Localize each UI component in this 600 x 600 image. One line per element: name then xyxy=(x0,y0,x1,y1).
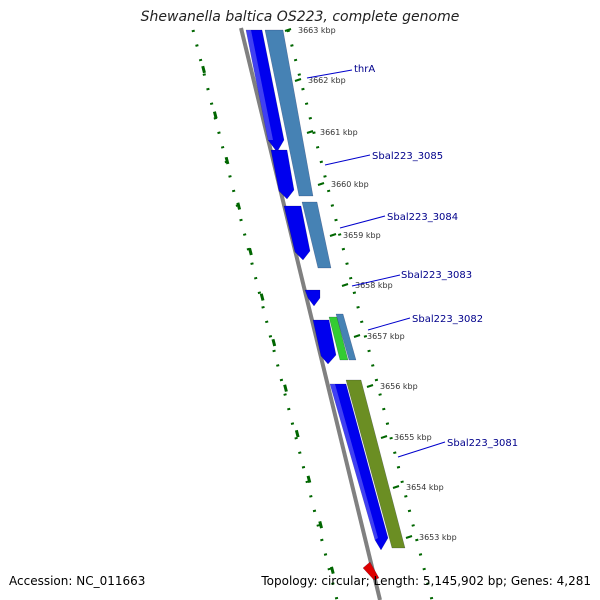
gene-label: Sbal223_3085 xyxy=(372,151,443,162)
tick-mark xyxy=(405,535,413,539)
gene-labels: thrA Sbal223_3085 Sbal223_3084 Sbal223_3083… xyxy=(306,64,518,458)
tick-label: 3654 kbp xyxy=(406,483,444,492)
feature-cds-2 xyxy=(270,149,295,200)
tick-mark xyxy=(317,182,325,186)
tick-label: 3659 kbp xyxy=(343,231,381,240)
tick-mark xyxy=(353,334,361,338)
tick-mark xyxy=(294,78,302,82)
feature-cds-6 xyxy=(329,383,389,551)
tick-label: 3661 kbp xyxy=(320,128,358,137)
feature-feature-red xyxy=(362,561,380,581)
feature-gene-3084 xyxy=(301,201,332,269)
gene-label-leader xyxy=(351,274,401,287)
tick-label: 3655 kbp xyxy=(394,433,432,442)
tick-label: 3658 kbp xyxy=(355,281,393,290)
map-title: Shewanella baltica OS223, complete genom… xyxy=(140,9,460,25)
feature-gene-3081 xyxy=(345,379,406,549)
gene-label: Sbal223_3084 xyxy=(387,212,458,223)
tick-mark xyxy=(380,435,388,439)
tick-label: 3653 kbp xyxy=(419,533,457,542)
genome-summary-text: Topology: circular; Length: 5,145,902 bp… xyxy=(261,574,591,588)
tick-mark xyxy=(284,28,292,32)
feature-cds-3 xyxy=(283,205,311,261)
gene-label-leader xyxy=(324,154,371,166)
gene-label: Sbal223_3081 xyxy=(447,438,518,449)
gene-label: Sbal223_3083 xyxy=(401,270,472,281)
feature-gene-thrA xyxy=(264,29,314,197)
feature-gene-3082a xyxy=(328,316,349,361)
tick-label: 3656 kbp xyxy=(380,382,418,391)
gene-label-leader xyxy=(367,317,411,331)
tick-mark xyxy=(306,130,314,134)
tick-mark xyxy=(329,233,337,237)
tick-label: 3657 kbp xyxy=(367,332,405,341)
tick-mark xyxy=(392,485,400,489)
gene-label-leader xyxy=(339,215,386,229)
gene-label-leader xyxy=(397,441,446,458)
genome-backbone xyxy=(239,27,382,600)
feature-cds-1 xyxy=(245,29,285,153)
gene-features xyxy=(245,29,406,581)
tick-label: 3660 kbp xyxy=(331,180,369,189)
cds-6-highlight xyxy=(330,384,378,540)
gene-label-leader xyxy=(306,69,353,79)
tick-label: 3663 kbp xyxy=(298,26,336,35)
tick-mark xyxy=(341,283,349,287)
feature-gene-3082b xyxy=(335,313,357,361)
feature-cds-5 xyxy=(312,319,337,365)
accession-text: Accession: NC_011663 xyxy=(9,574,146,588)
gene-label: Sbal223_3082 xyxy=(412,314,483,325)
cds-1-highlight xyxy=(246,30,273,140)
feature-cds-4 xyxy=(304,289,321,307)
tick-mark xyxy=(366,384,374,388)
gene-label: thrA xyxy=(354,64,375,75)
scale-ticks: 3663 kbp 3662 kbp 3661 kbp 3660 kbp 3659 kbp… xyxy=(284,26,457,542)
tick-label: 3662 kbp xyxy=(308,76,346,85)
